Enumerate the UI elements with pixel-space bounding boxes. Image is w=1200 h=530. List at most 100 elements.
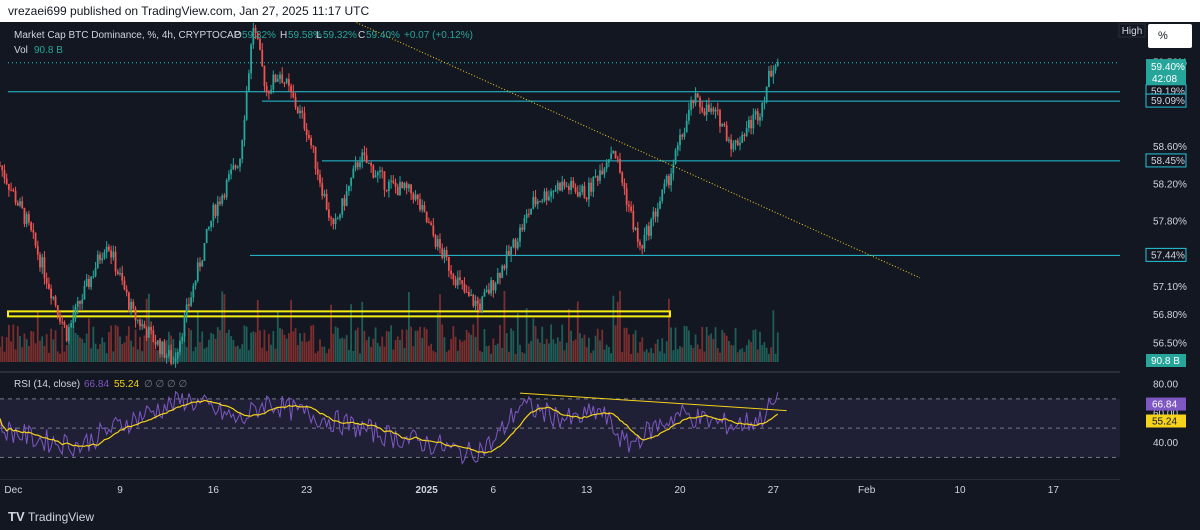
volume-bar [74,332,77,362]
volume-bar [519,344,521,362]
candle-body [461,280,464,284]
candle-body [772,70,775,77]
volume-bar [305,341,308,362]
candle-body [321,183,324,196]
volume-bar [761,344,764,362]
volume-bar [245,326,248,362]
volume-value: 90.8 B [34,45,63,56]
volume-bar [343,338,346,362]
volume-bar [107,332,110,362]
volume-bar [523,353,526,362]
candle-body [21,201,24,209]
high-button[interactable] [1118,23,1146,38]
candle-body [307,134,310,139]
volume-bar [230,336,233,362]
volume-bar [405,329,408,362]
volume-bar [363,330,366,362]
candle-body [776,61,779,66]
rsi-axis-label: 40.00 [1153,438,1178,449]
volume-bar [292,331,295,362]
candle-body [550,191,553,197]
candle-body [436,239,439,247]
volume-bar [385,330,388,362]
volume-bar [30,331,33,362]
candle-body [672,164,675,174]
chart-area[interactable]: Market Cap BTC Dominance, %, 4h, CRYPTOC… [0,0,1200,502]
candle-body [656,208,659,217]
percent-button[interactable] [1148,24,1192,48]
candle-body [247,73,250,91]
volume-bar [152,335,155,362]
price-trendline[interactable] [280,0,921,279]
candle-body [190,297,193,306]
candle-body [612,151,615,154]
candle-body [367,162,370,164]
volume-bar [212,334,215,362]
candle-body [403,183,406,189]
candle-body [587,182,590,200]
candle-body [216,201,219,216]
volume-bar [379,346,381,362]
volume-bar [194,346,197,362]
volume-bar [330,304,333,362]
pane-separator[interactable] [0,371,1120,373]
volume-bar [745,345,748,362]
volume-bar [0,346,1,362]
volume-bar [99,344,101,362]
volume-bar [412,346,415,362]
candle-body [319,174,321,184]
candle-body [747,119,750,129]
volume-bar [196,311,199,362]
volume-bar [676,349,679,362]
candle-body [92,276,95,278]
candle-body [176,352,179,359]
candle-body [674,150,677,165]
volume-bar [476,296,479,362]
volume-bar [399,340,401,362]
candle-body [299,110,301,113]
candle-body [416,194,419,200]
candle-body [154,341,157,345]
support-zone[interactable] [7,310,671,318]
volume-bar [694,334,697,362]
candle-body [236,166,239,168]
candle-body [563,181,566,187]
volume-bar [265,351,268,362]
candle-body [150,327,153,331]
volume-bar [719,352,721,362]
volume-bar [636,352,639,362]
volume-bar [201,331,204,362]
volume-bar [332,333,335,362]
candle-body [454,279,457,286]
volume-bar [599,340,601,362]
candle-body [530,208,533,215]
candle-body [481,296,484,312]
candle-body [721,123,724,127]
volume-bar [752,330,755,362]
candle-body [447,257,450,271]
candle-body [5,178,8,185]
candle-body [476,300,479,304]
candle-body [1,165,4,171]
candle-body [96,254,99,269]
level-price-tag-label: 57.44% [1151,250,1185,261]
chart-svg[interactable]: Market Cap BTC Dominance, %, 4h, CRYPTOC… [0,0,1200,502]
volume-bar [383,346,386,362]
candle-body [67,327,70,341]
candle-body [483,291,486,297]
rsi-trendline[interactable] [519,392,787,412]
volume-bar [85,333,88,362]
volume-bar [410,326,413,362]
candle-body [205,228,208,244]
volume-bar [339,338,341,362]
time-axis-label: 20 [674,485,686,496]
rsi-ma-tag-label: 55.24 [1152,416,1177,427]
volume-tag [1146,354,1186,367]
candle-body [0,165,1,167]
candle-body [339,214,341,219]
candle-body [301,110,304,113]
candle-body [770,70,773,77]
tradingview-logo: TV [8,509,25,524]
candle-body [281,74,284,83]
volume-bar [487,345,490,362]
